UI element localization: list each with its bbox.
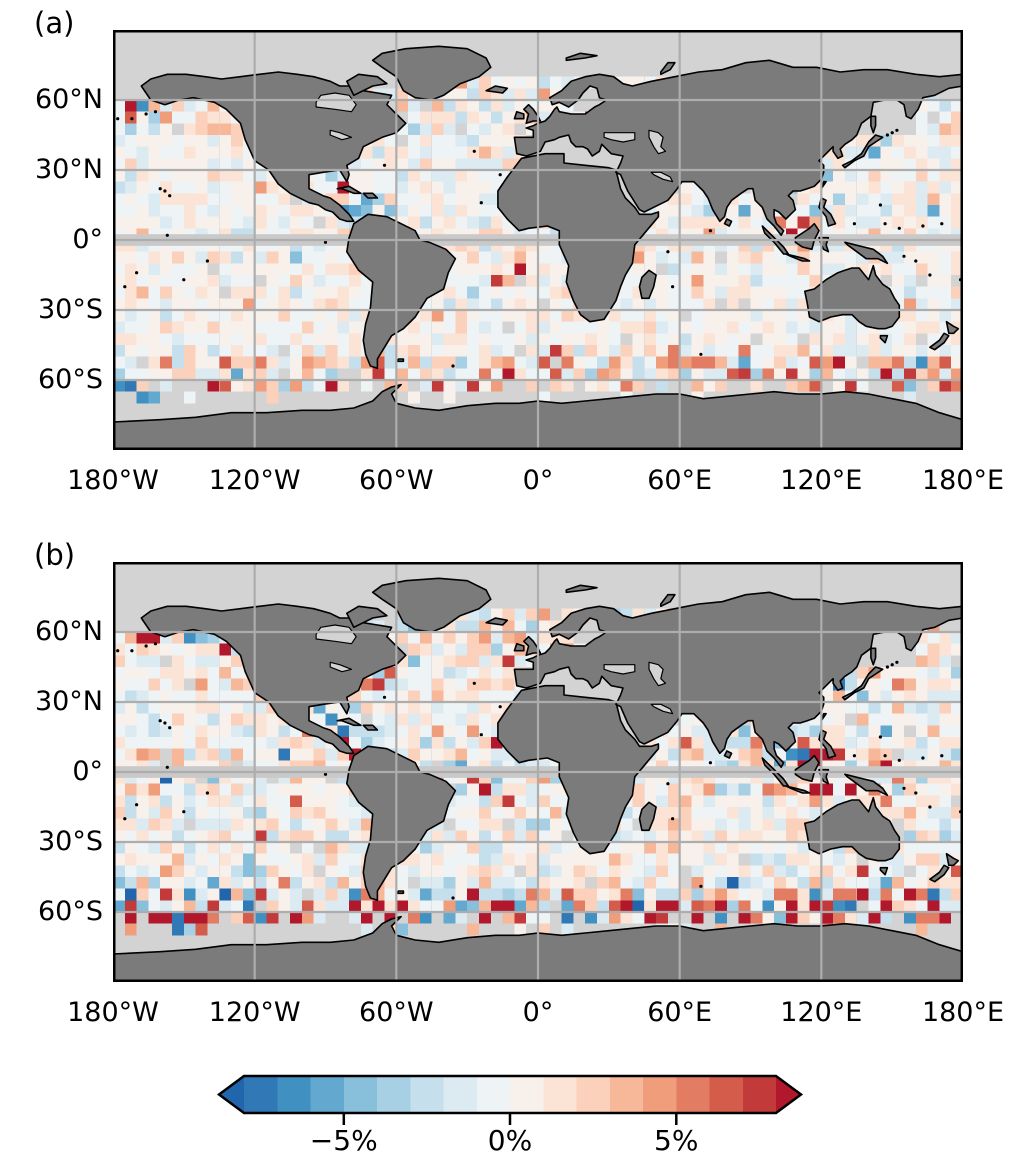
colorbar-outline bbox=[216, 1074, 804, 1115]
island-dots bbox=[116, 110, 963, 368]
y-tick-label-a: 60°S bbox=[38, 364, 103, 395]
y-tick-label-b: 60°S bbox=[38, 896, 103, 927]
y-tick-label-b: 30°S bbox=[38, 826, 103, 857]
y-tick-label-a: 0° bbox=[72, 224, 103, 255]
x-tick-label-a: 180°W bbox=[67, 465, 159, 496]
x-tick-label-a: 120°W bbox=[208, 465, 301, 496]
y-tick-label-b: 0° bbox=[72, 756, 103, 787]
panel-b-label: (b) bbox=[34, 538, 76, 572]
gridlines bbox=[113, 30, 963, 450]
colorbar bbox=[216, 1074, 804, 1125]
gridlines bbox=[113, 562, 963, 982]
x-tick-label-b: 60°W bbox=[359, 997, 434, 1028]
colorbar-tick-label: 0% bbox=[487, 1124, 533, 1157]
x-tick-label-b: 180°W bbox=[67, 997, 159, 1028]
map-frame bbox=[113, 562, 963, 982]
x-tick-label-a: 180°E bbox=[921, 465, 1005, 496]
y-tick-label-b: 30°N bbox=[34, 686, 103, 717]
x-tick-label-b: 180°E bbox=[921, 997, 1005, 1028]
island-dots bbox=[116, 642, 963, 900]
x-tick-label-b: 60°E bbox=[647, 997, 713, 1028]
y-tick-label-a: 60°N bbox=[34, 84, 103, 115]
y-tick-label-a: 30°S bbox=[38, 294, 103, 325]
x-tick-label-b: 120°E bbox=[780, 997, 863, 1028]
x-tick-label-a: 60°E bbox=[647, 465, 713, 496]
panel-a-label: (a) bbox=[34, 6, 75, 40]
x-tick-label-a: 60°W bbox=[359, 465, 434, 496]
y-tick-label-a: 30°N bbox=[34, 154, 103, 185]
x-tick-label-a: 0° bbox=[522, 465, 554, 496]
x-tick-label-b: 120°W bbox=[208, 997, 301, 1028]
lake-layer bbox=[315, 92, 674, 183]
colorbar-tick-label: 5% bbox=[654, 1124, 699, 1157]
x-tick-label-a: 120°E bbox=[780, 465, 863, 496]
x-tick-label-b: 0° bbox=[522, 997, 554, 1028]
panel-b-map bbox=[113, 562, 963, 982]
y-tick-label-b: 60°N bbox=[34, 616, 103, 647]
colorbar-tick-label: −5% bbox=[309, 1124, 378, 1157]
panel-a-map bbox=[113, 30, 963, 450]
map-frame bbox=[113, 30, 963, 450]
lake-layer bbox=[315, 624, 674, 715]
